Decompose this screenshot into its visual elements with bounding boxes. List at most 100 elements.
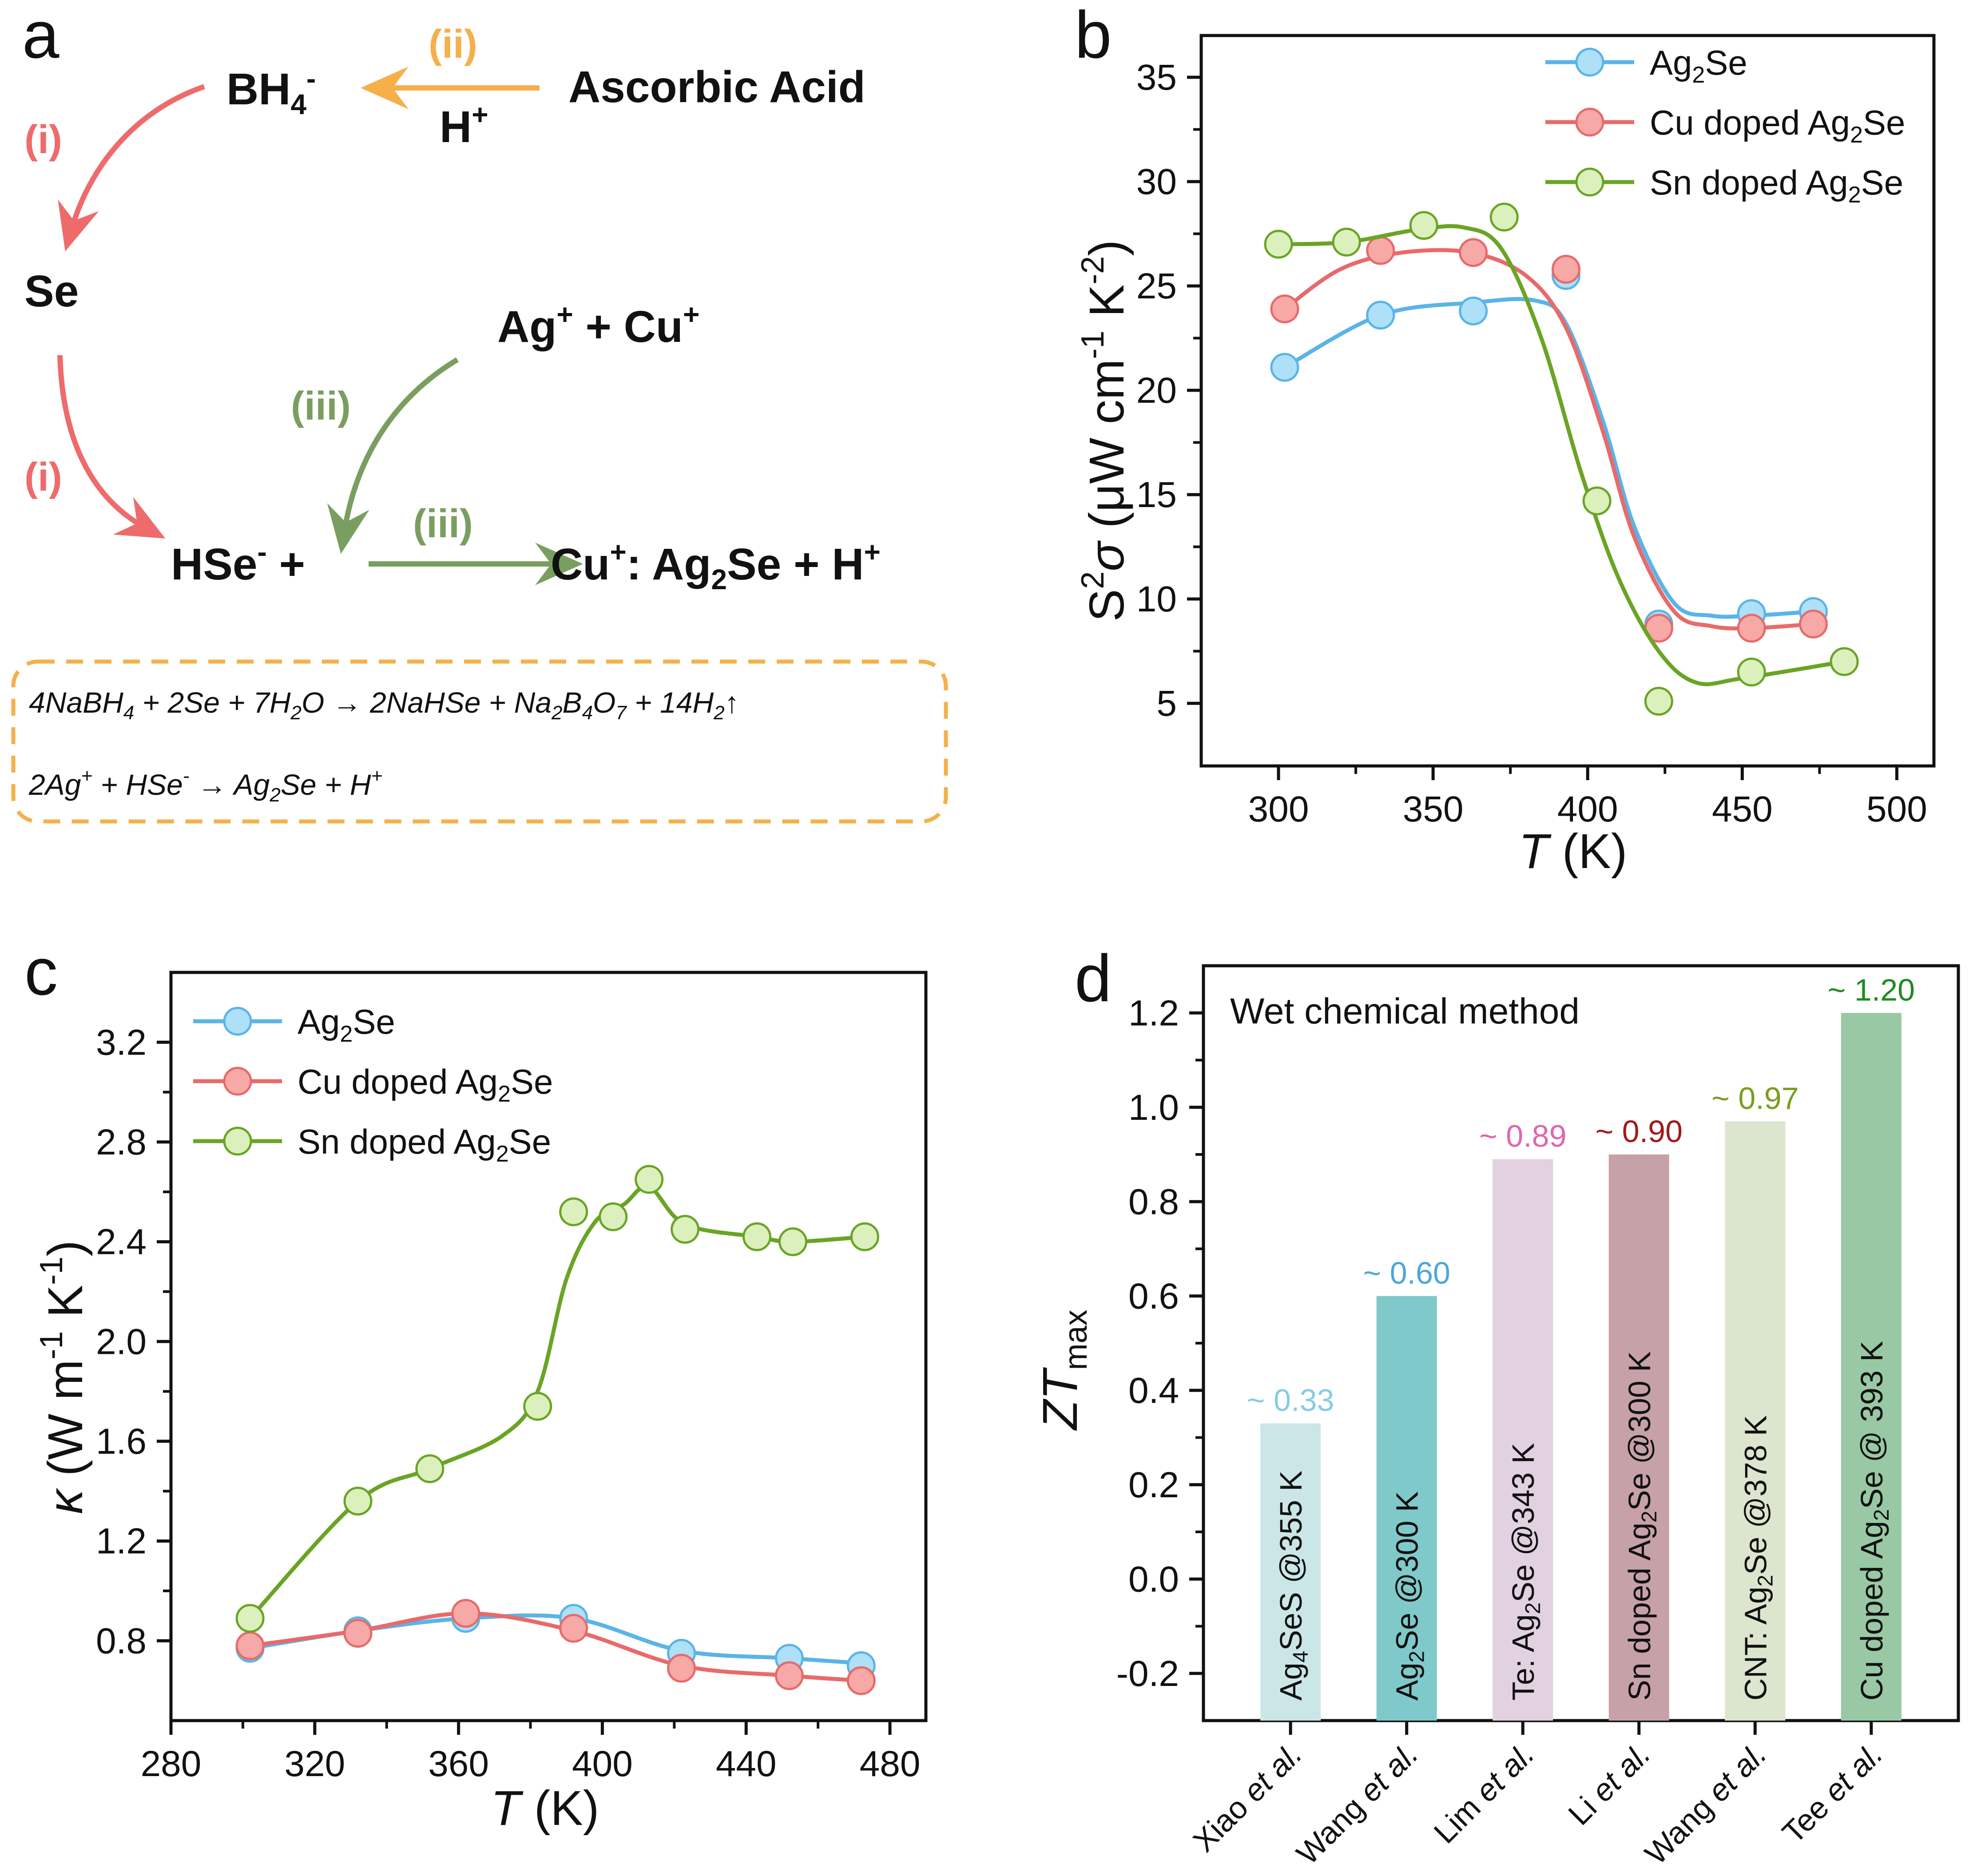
se-label: Se	[24, 266, 79, 316]
bar	[1725, 1121, 1786, 1721]
bar	[1260, 1423, 1321, 1721]
legend-c: Ag2Se Cu doped Ag2Se Sn doped Ag2Se	[193, 1002, 553, 1167]
bar-inner-label: Te: Ag2Se @343 K	[1506, 1443, 1545, 1701]
panel-a-scheme: a BH4- (ii) H+ Ascorbic Acid (i) Se (i) …	[11, 0, 948, 824]
y-tick-label: 0.0	[1128, 1559, 1179, 1599]
step-iii-label-left: (iii)	[291, 384, 351, 428]
y-axis-label-b: S2σ (μW cm-1 K-2)	[1075, 240, 1134, 622]
bar-inner-label: Ag2Se @300 K	[1390, 1491, 1429, 1701]
series-line	[1283, 248, 1814, 631]
x-tick-label: 350	[1403, 789, 1464, 829]
series-line	[250, 1613, 861, 1666]
category-label: Xiao et al.	[1186, 1736, 1308, 1858]
step-ii-label: (ii)	[429, 22, 477, 67]
data-point	[671, 1215, 700, 1244]
x-tick-label: 360	[428, 1744, 489, 1784]
bars-d: ~ 0.33 Ag4SeS @355 K Xiao et al. ~ 0.60 Ag2S…	[1186, 972, 1915, 1871]
legend-marker	[1575, 167, 1604, 197]
y-tick-label: 3.2	[96, 1022, 147, 1063]
data-point	[1737, 658, 1766, 686]
y-tick-label: 1.2	[1128, 993, 1179, 1033]
series-line	[1283, 297, 1814, 619]
bar-value-label: ~ 0.60	[1363, 1256, 1450, 1290]
bar-group: ~ 0.60 Ag2Se @300 K Wang et al.	[1290, 1256, 1450, 1871]
y-tick-label: 2.4	[96, 1222, 147, 1262]
x-tick-label: 500	[1866, 789, 1927, 829]
data-point	[523, 1392, 552, 1421]
data-point	[235, 1631, 265, 1660]
data-point	[1332, 227, 1361, 257]
series-2	[1264, 202, 1859, 716]
bh4-label: BH4-	[226, 63, 316, 120]
bar-value-label: ~ 0.33	[1247, 1383, 1334, 1418]
data-point	[235, 1604, 265, 1633]
legend-item: Sn doped Ag2Se	[193, 1122, 551, 1167]
data-point	[1552, 254, 1581, 284]
plot-frame-b	[1199, 34, 1936, 768]
y-tick-label: 1.2	[96, 1521, 147, 1562]
series-b	[1264, 202, 1859, 716]
wet-chemical-annotation: Wet chemical method	[1230, 991, 1580, 1031]
data-point	[451, 1598, 480, 1628]
data-point	[559, 1197, 588, 1226]
bar-value-label: ~ 0.90	[1595, 1114, 1683, 1149]
data-point	[415, 1454, 445, 1483]
bar-group: ~ 0.89 Te: Ag2Se @343 K Lim et al.	[1427, 1119, 1567, 1850]
bar	[1608, 1154, 1669, 1721]
data-point	[667, 1654, 696, 1683]
data-point	[599, 1202, 628, 1231]
series-0	[1270, 261, 1828, 639]
panel-d-chart: d Wet chemical method -0.2 0.0 0.2 0.4 0.6 0.…	[1033, 941, 1960, 1871]
panel-b-chart: b 300 350 400 450 500 5 10 15 20 25 30 35 Ag2Se Cu d…	[1075, 0, 1936, 879]
arrow-i-bottom	[57, 355, 166, 539]
x-tick-label: 440	[716, 1744, 777, 1784]
category-label: Lim et al.	[1427, 1736, 1541, 1850]
plot-frame-c	[169, 971, 928, 1722]
legend-item: Ag2Se	[1545, 43, 1747, 88]
legend-b: Ag2Se Cu doped Ag2Se Sn doped Ag2Se	[1545, 43, 1905, 208]
legend-marker	[1575, 107, 1604, 137]
series-line	[248, 1184, 865, 1620]
bar	[1493, 1159, 1553, 1721]
y-tick-label: 1.6	[96, 1421, 147, 1462]
panel-letter-d: d	[1075, 941, 1112, 1015]
y-tick-label: 35	[1136, 57, 1177, 98]
y-axis-label-d: ZTmax	[1033, 1310, 1094, 1431]
x-tick-label: 280	[141, 1744, 202, 1784]
bar-inner-label: Ag4SeS @355 K	[1274, 1471, 1313, 1701]
legend-item: Cu doped Ag2Se	[1545, 103, 1905, 148]
data-point	[1489, 202, 1519, 232]
data-point	[1270, 294, 1299, 324]
category-label: Tee et al.	[1775, 1736, 1889, 1850]
y-tick-label: -0.2	[1116, 1654, 1179, 1694]
data-point	[635, 1165, 664, 1194]
data-point	[774, 1661, 804, 1690]
panel-letter-c: c	[24, 934, 58, 1009]
product-label: Cu+: Ag2Se + H+	[551, 536, 881, 595]
y-tick-label: 0.4	[1128, 1370, 1179, 1411]
legend-item: Sn doped Ag2Se	[1545, 163, 1903, 208]
data-point	[1582, 486, 1612, 516]
series-1	[1270, 236, 1828, 643]
data-point	[559, 1614, 588, 1643]
y-tick-label: 25	[1136, 266, 1177, 306]
series-c	[235, 1165, 879, 1695]
legend-marker	[223, 1126, 252, 1156]
hse-label: HSe- +	[171, 536, 305, 589]
data-point	[1366, 301, 1395, 330]
y-tick-label: 5	[1156, 683, 1177, 724]
data-point	[343, 1618, 373, 1648]
panel-letter-b: b	[1075, 0, 1112, 72]
legend-label: Ag2Se	[1650, 43, 1747, 88]
data-point	[1459, 238, 1488, 267]
legend-label: Sn doped Ag2Se	[1650, 163, 1903, 208]
y-tick-label: 0.8	[96, 1621, 147, 1661]
y-tick-label: 30	[1136, 162, 1177, 202]
equation-1: 4NaBH4 + 2Se + 7H2O → 2NaHSe + Na2B4O7 +…	[29, 686, 739, 724]
category-label: Wang et al.	[1290, 1736, 1425, 1871]
step-iii-label-right: (iii)	[413, 502, 473, 546]
legend-label: Cu doped Ag2Se	[298, 1062, 553, 1107]
bar-inner-label: Sn doped Ag2Se @300 K	[1622, 1351, 1661, 1701]
x-tick-label: 320	[284, 1744, 345, 1784]
